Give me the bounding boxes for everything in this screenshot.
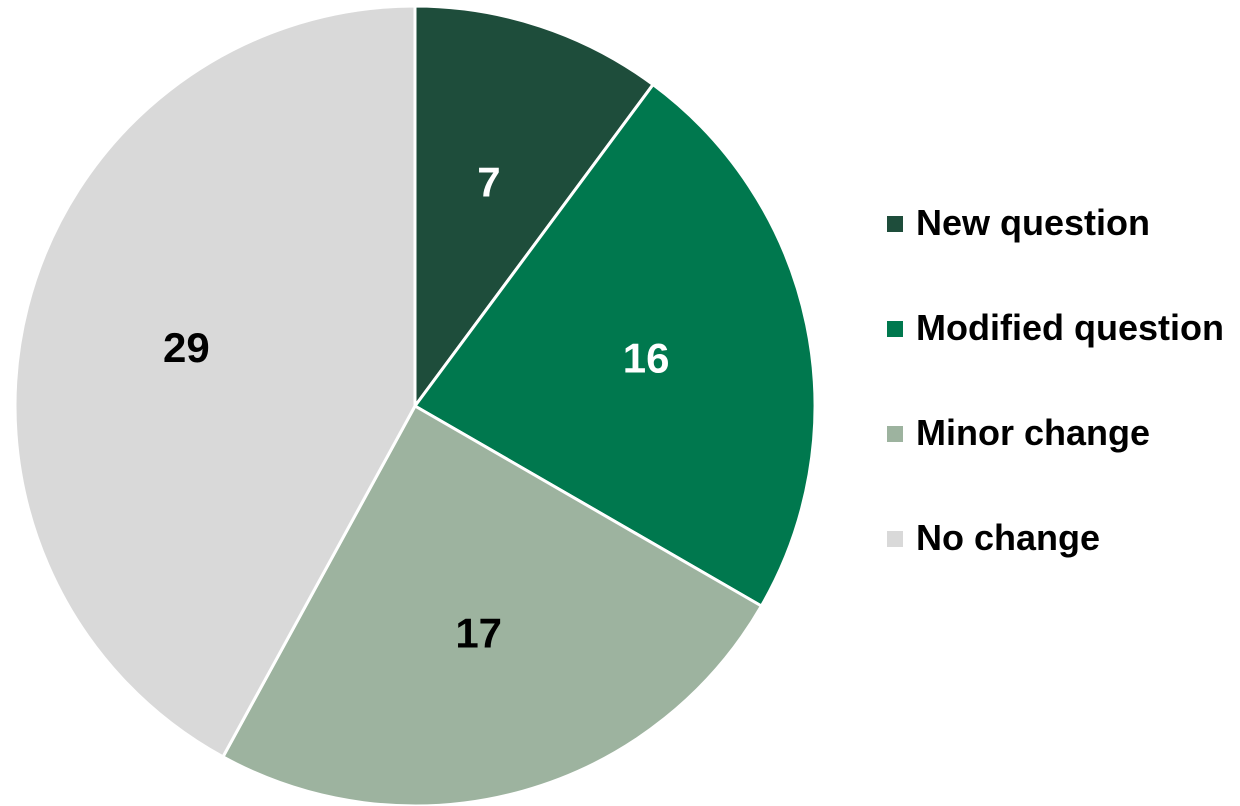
legend-label-new-question: New question (916, 202, 1151, 243)
legend-label-no-change: No change (916, 517, 1101, 558)
legend-swatch-new-question (887, 216, 903, 232)
legend: New question Modified question Minor cha… (887, 198, 1237, 618)
data-label-new-question: 7 (477, 158, 500, 205)
legend-item-minor-change: Minor change (887, 408, 1237, 513)
legend-label-minor-change: Minor change (916, 412, 1151, 453)
legend-swatch-no-change (887, 531, 903, 547)
pie-data-labels: 7 16 17 29 (163, 158, 669, 656)
legend-item-no-change: No change (887, 513, 1237, 618)
data-label-modified-question: 16 (623, 335, 670, 382)
pie-slice-modified-question (413, 83, 817, 608)
data-label-minor-change: 17 (455, 610, 502, 657)
pie-slice-no-change (13, 4, 417, 759)
pie-slice-minor-change (221, 404, 763, 806)
legend-item-modified-question: Modified question (887, 303, 1237, 408)
pie-slice-new-question (413, 4, 655, 408)
data-label-no-change: 29 (163, 324, 210, 371)
legend-swatch-modified-question (887, 321, 903, 337)
pie-slices (13, 4, 817, 806)
legend-item-new-question: New question (887, 198, 1237, 303)
legend-swatch-minor-change (887, 426, 903, 442)
legend-label-modified-question: Modified question (916, 307, 1224, 348)
